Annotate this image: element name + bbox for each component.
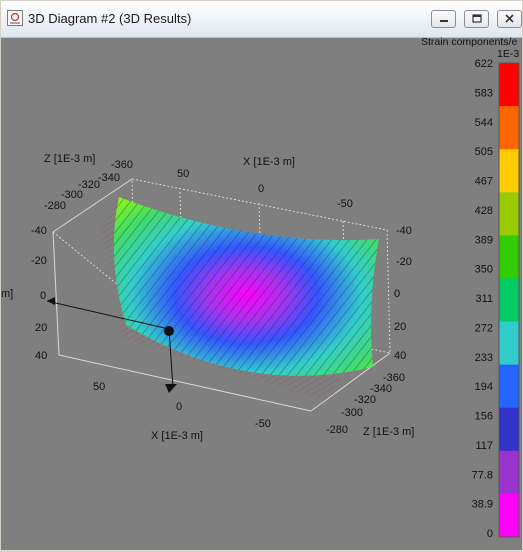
y-right-tick: 0 — [394, 288, 400, 300]
z-right-tick: -280 — [326, 424, 348, 436]
x-bottom-tick: 50 — [93, 381, 105, 393]
restore-icon — [472, 14, 482, 23]
legend-tick-label: 272 — [475, 322, 493, 334]
legend-color-segment — [499, 149, 519, 193]
x-top-tick: -50 — [337, 198, 353, 210]
legend-tick-label: 233 — [475, 352, 493, 364]
z-right-tick: -320 — [354, 394, 376, 406]
z-left-tick: -300 — [61, 189, 83, 201]
legend-tick-label: 350 — [475, 264, 493, 276]
x-bottom-axis-label: X [1E-3 m] — [151, 430, 203, 442]
x-top-axis-label: X [1E-3 m] — [243, 156, 295, 168]
legend-title: Strain components/e — [421, 37, 517, 48]
y-right-tick: -40 — [396, 225, 412, 237]
y-left-tick: -40 — [31, 225, 47, 237]
z-left-tick: -340 — [98, 172, 120, 184]
z-right-tick: -300 — [341, 407, 363, 419]
z-left-tick: -280 — [44, 200, 66, 212]
close-icon — [505, 14, 514, 23]
strain-surface — [113, 197, 379, 376]
z-right-tick: -340 — [370, 383, 392, 395]
window-title: 3D Diagram #2 (3D Results) — [28, 11, 192, 26]
legend-tick-label: 467 — [475, 176, 493, 188]
legend-tick-label: 505 — [475, 146, 493, 158]
app-icon[interactable] — [7, 10, 23, 26]
z-left-axis-label: Z [1E-3 m] — [44, 153, 95, 165]
legend-tick-label: 583 — [475, 87, 493, 99]
legend-color-segment — [499, 278, 519, 323]
bounding-box — [52, 178, 391, 412]
legend-color-segment — [499, 493, 519, 538]
z-right-tick: -360 — [383, 372, 405, 384]
legend-color-segment — [499, 63, 519, 107]
y-right-tick: -20 — [396, 256, 412, 268]
legend-color-bar — [498, 62, 520, 538]
legend-color-segment — [499, 364, 519, 409]
legend-tick-label: 544 — [475, 117, 493, 129]
z-left-tick: -320 — [78, 179, 100, 191]
legend-frame — [498, 62, 520, 538]
title-bar[interactable]: 3D Diagram #2 (3D Results) — [1, 1, 522, 38]
legend-tick-label: 117 — [475, 440, 493, 452]
legend-color-segment — [499, 235, 519, 279]
legend-tick-label: 622 — [475, 58, 493, 70]
y-left-tick: 20 — [35, 322, 47, 334]
legend-tick-label: 194 — [475, 381, 493, 393]
minimize-icon — [440, 20, 448, 22]
y-left-tick: -20 — [31, 255, 47, 267]
z-left-tick: -360 — [111, 159, 133, 171]
x-bottom-tick: -50 — [255, 418, 271, 430]
minimize-button[interactable] — [431, 10, 456, 28]
legend-color-segment — [499, 192, 519, 236]
y-left-axis-label-cut: m] — [1, 288, 13, 300]
close-button[interactable] — [497, 10, 522, 28]
legend-color-segment — [499, 407, 519, 452]
x-bottom-tick: 0 — [176, 401, 182, 413]
y-left-tick: 0 — [40, 290, 46, 302]
y-right-tick: 20 — [394, 321, 406, 333]
legend-tick-label: 389 — [475, 234, 493, 246]
restore-button[interactable] — [464, 10, 489, 28]
legend-tick-label: 428 — [475, 205, 493, 217]
window-bottom-border — [1, 550, 522, 551]
3d-plot-area[interactable]: X [1E-3 m] 50 0 -50 Z [1E-3 m] -360 -340… — [1, 37, 522, 552]
legend-color-segment — [499, 321, 519, 366]
z-right-axis-label: Z [1E-3 m] — [363, 426, 414, 438]
legend-tick-label: 156 — [475, 411, 493, 423]
origin-marker — [46, 297, 177, 393]
legend-color-segment — [499, 106, 519, 150]
legend-color-segment — [499, 450, 519, 495]
y-left-tick: 40 — [35, 350, 47, 362]
x-top-tick: 50 — [177, 168, 189, 180]
legend-tick-label: 38.9 — [472, 499, 493, 511]
legend-tick-label: 311 — [475, 293, 493, 305]
y-right-tick: 40 — [394, 350, 406, 362]
legend-unit: 1E-3 — [497, 48, 519, 60]
x-top-tick: 0 — [258, 183, 264, 195]
legend-tick-label: 77.8 — [472, 469, 493, 481]
color-legend: Strain components/e 1E-3 622 583 544 505 467… — [421, 37, 520, 540]
legend-tick-label: 0 — [487, 528, 493, 540]
